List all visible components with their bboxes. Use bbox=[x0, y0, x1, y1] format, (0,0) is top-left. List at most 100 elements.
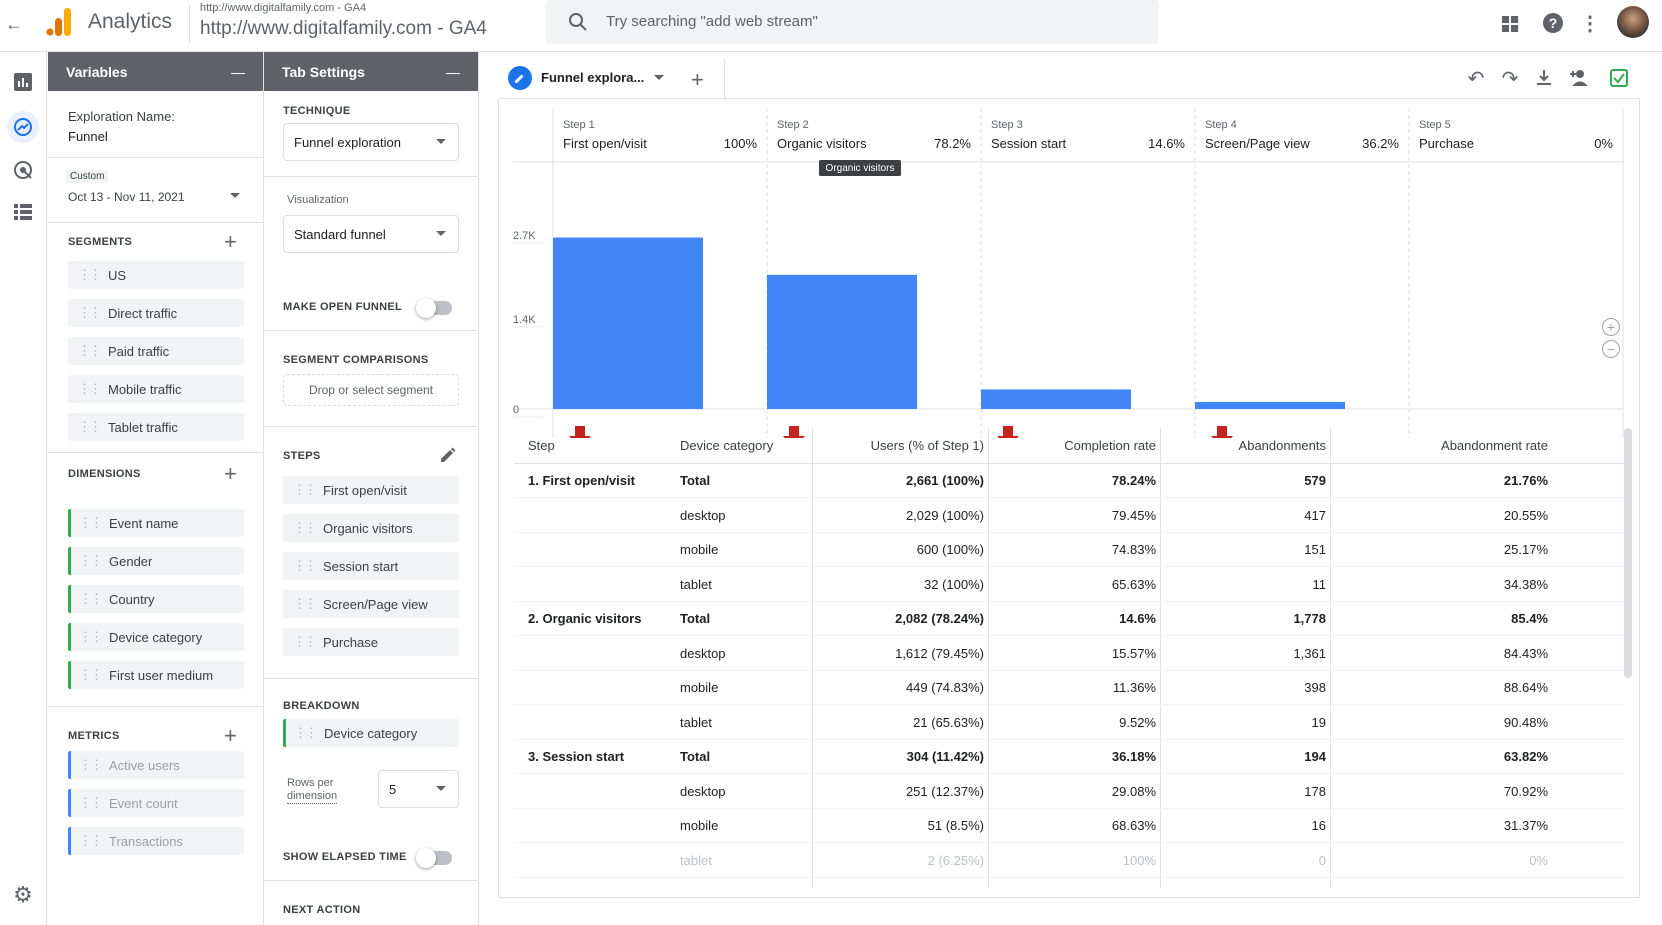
technique-value: Funnel exploration bbox=[294, 134, 401, 150]
metric-chip[interactable]: ⋮⋮ Transactions bbox=[68, 827, 244, 855]
drag-handle-icon[interactable]: ⋮⋮ bbox=[78, 305, 102, 320]
edit-tab-icon[interactable] bbox=[508, 66, 532, 90]
configure-icon[interactable] bbox=[11, 200, 35, 224]
open-funnel-toggle[interactable] bbox=[416, 298, 452, 318]
table-row[interactable]: desktop 2,029 (100%) 79.45% 417 20.55% bbox=[514, 499, 1624, 533]
exploration-name-input[interactable]: Funnel bbox=[68, 129, 108, 144]
dimension-chip[interactable]: ⋮⋮ Country bbox=[68, 585, 244, 613]
drag-handle-icon[interactable]: ⋮⋮ bbox=[79, 629, 103, 644]
add-tab-icon[interactable]: + bbox=[691, 67, 704, 92]
reports-icon[interactable] bbox=[11, 70, 35, 94]
exploration-canvas: Funnel explora... + ↶ ↷ 2.7K 1.4K 0 Step 1 F… bbox=[498, 52, 1662, 902]
advertising-icon[interactable] bbox=[11, 158, 35, 182]
metric-chip[interactable]: ⋮⋮ Event count bbox=[68, 789, 244, 817]
property-selector[interactable]: http://www.digitalfamily.com - GA4 bbox=[200, 18, 487, 39]
drag-handle-icon[interactable]: ⋮⋮ bbox=[294, 725, 318, 740]
back-arrow-icon[interactable]: ← bbox=[5, 13, 23, 34]
search-box[interactable]: Try searching "add web stream" bbox=[546, 0, 1159, 44]
table-row[interactable]: mobile 600 (100%) 74.83% 151 25.17% bbox=[514, 533, 1624, 567]
table-header-cell: Completion rate bbox=[1064, 438, 1156, 453]
avatar[interactable] bbox=[1617, 6, 1649, 38]
dimension-chip[interactable]: ⋮⋮ Gender bbox=[68, 547, 244, 575]
edit-steps-icon[interactable] bbox=[439, 446, 457, 469]
drag-handle-icon[interactable]: ⋮⋮ bbox=[293, 596, 317, 611]
collapse-variables-button[interactable]: — bbox=[231, 63, 245, 80]
breakdown-chip[interactable]: ⋮⋮ Device category bbox=[283, 719, 459, 747]
segment-chip[interactable]: ⋮⋮ US bbox=[68, 261, 244, 289]
step-chip[interactable]: ⋮⋮ Purchase bbox=[283, 628, 459, 656]
saved-check-icon[interactable] bbox=[1607, 66, 1631, 90]
table-row[interactable]: 3. Session start Total 304 (11.42%) 36.18% 1… bbox=[514, 740, 1624, 774]
drag-handle-icon[interactable]: ⋮⋮ bbox=[293, 558, 317, 573]
table-cell: 2,029 (100%) bbox=[905, 507, 984, 523]
redo-icon[interactable]: ↷ bbox=[1501, 67, 1519, 90]
drag-handle-icon[interactable]: ⋮⋮ bbox=[78, 267, 102, 282]
rows-per-dimension-select[interactable]: 5 bbox=[378, 770, 459, 808]
table-row[interactable]: tablet 21 (65.63%) 9.52% 19 90.48% bbox=[514, 706, 1624, 740]
zoom-out-icon[interactable]: − bbox=[1602, 340, 1620, 358]
table-row[interactable]: mobile 449 (74.83%) 11.36% 398 88.64% bbox=[514, 671, 1624, 705]
download-icon[interactable] bbox=[1532, 66, 1556, 90]
drag-handle-icon[interactable]: ⋮⋮ bbox=[293, 520, 317, 535]
settings-gear-icon[interactable]: ⚙ bbox=[13, 882, 33, 907]
more-vert-icon[interactable]: ⋮ bbox=[1580, 12, 1600, 35]
drag-handle-icon[interactable]: ⋮⋮ bbox=[293, 634, 317, 649]
dimension-chip[interactable]: ⋮⋮ Event name bbox=[68, 509, 244, 537]
table-row[interactable]: desktop 1,612 (79.45%) 15.57% 1,361 84.43% bbox=[514, 637, 1624, 671]
funnel-bar bbox=[767, 274, 917, 409]
help-icon[interactable]: ? bbox=[1540, 10, 1566, 36]
technique-select[interactable]: Funnel exploration bbox=[283, 123, 459, 161]
segment-drop-zone[interactable]: Drop or select segment bbox=[283, 374, 459, 406]
drag-handle-icon[interactable]: ⋮⋮ bbox=[79, 515, 103, 530]
step-chip[interactable]: ⋮⋮ Session start bbox=[283, 552, 459, 580]
share-add-person-icon[interactable] bbox=[1566, 66, 1594, 90]
table-row[interactable]: 1. First open/visit Total 2,661 (100%) 78.2… bbox=[514, 464, 1624, 498]
drag-handle-icon[interactable]: ⋮⋮ bbox=[78, 381, 102, 396]
explore-icon[interactable] bbox=[7, 111, 39, 143]
date-badge: Custom bbox=[66, 170, 109, 183]
table-row[interactable]: mobile 51 (8.5%) 68.63% 16 31.37% bbox=[514, 809, 1624, 843]
segment-chip[interactable]: ⋮⋮ Direct traffic bbox=[68, 299, 244, 327]
segment-chip[interactable]: ⋮⋮ Mobile traffic bbox=[68, 375, 244, 403]
drag-handle-icon[interactable]: ⋮⋮ bbox=[79, 591, 103, 606]
undo-icon[interactable]: ↶ bbox=[1467, 67, 1485, 90]
top-bar: ← Analytics http://www.digitalfamily.com… bbox=[0, 0, 1662, 52]
drag-handle-icon[interactable]: ⋮⋮ bbox=[78, 343, 102, 358]
chevron-down-icon[interactable] bbox=[654, 75, 664, 80]
drag-handle-icon[interactable]: ⋮⋮ bbox=[293, 482, 317, 497]
drag-handle-icon[interactable]: ⋮⋮ bbox=[79, 757, 103, 772]
step-chip[interactable]: ⋮⋮ Organic visitors bbox=[283, 514, 459, 542]
step-chip[interactable]: ⋮⋮ First open/visit bbox=[283, 476, 459, 504]
drag-handle-icon[interactable]: ⋮⋮ bbox=[79, 667, 103, 682]
table-row[interactable]: tablet 2 (6.25%) 100% 0 0% bbox=[514, 844, 1624, 878]
table-row[interactable]: tablet 32 (100%) 65.63% 11 34.38% bbox=[514, 568, 1624, 602]
drag-handle-icon[interactable]: ⋮⋮ bbox=[78, 419, 102, 434]
date-range-picker[interactable]: Custom Oct 13 - Nov 11, 2021 bbox=[66, 170, 246, 210]
table-cell: 2,082 (78.24%) bbox=[895, 611, 984, 626]
drag-handle-icon[interactable]: ⋮⋮ bbox=[79, 553, 103, 568]
table-row[interactable]: 2. Organic visitors Total 2,082 (78.24%) 14… bbox=[514, 602, 1624, 636]
dimension-chip[interactable]: ⋮⋮ First user medium bbox=[68, 661, 244, 689]
segment-chip[interactable]: ⋮⋮ Paid traffic bbox=[68, 337, 244, 365]
drag-handle-icon[interactable]: ⋮⋮ bbox=[79, 795, 103, 810]
add-metric-icon[interactable]: + bbox=[224, 723, 237, 748]
tab-funnel[interactable]: Funnel explora... bbox=[498, 58, 724, 98]
table-cell: mobile bbox=[680, 680, 719, 695]
zoom-in-icon[interactable]: + bbox=[1602, 318, 1620, 336]
apps-grid-icon[interactable] bbox=[1498, 12, 1522, 36]
table-scrollbar[interactable] bbox=[1624, 428, 1632, 678]
drag-handle-icon[interactable]: ⋮⋮ bbox=[79, 833, 103, 848]
segment-label: Paid traffic bbox=[108, 343, 170, 359]
add-segment-icon[interactable]: + bbox=[224, 229, 237, 254]
segment-chip[interactable]: ⋮⋮ Tablet traffic bbox=[68, 413, 244, 441]
metric-chip[interactable]: ⋮⋮ Active users bbox=[68, 751, 244, 779]
dimension-chip[interactable]: ⋮⋮ Device category bbox=[68, 623, 244, 651]
elapsed-time-toggle[interactable] bbox=[416, 848, 452, 868]
table-row[interactable]: desktop 251 (12.37%) 29.08% 178 70.92% bbox=[514, 775, 1624, 809]
table-cell: desktop bbox=[680, 507, 726, 523]
add-dimension-icon[interactable]: + bbox=[224, 461, 237, 486]
step-chip[interactable]: ⋮⋮ Screen/Page view bbox=[283, 590, 459, 618]
visualization-select[interactable]: Standard funnel bbox=[283, 215, 459, 253]
collapse-tab-settings-button[interactable]: — bbox=[446, 63, 460, 80]
analytics-logo[interactable] bbox=[46, 8, 72, 36]
